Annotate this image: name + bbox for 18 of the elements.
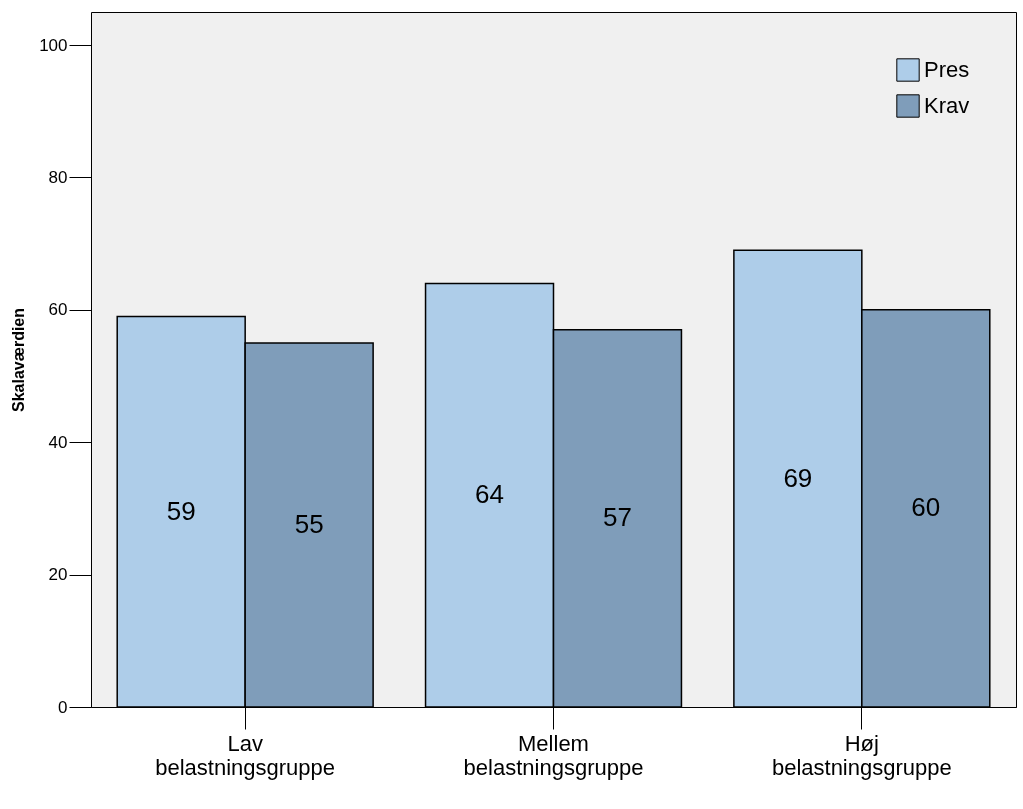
legend-label: Krav [924,93,970,118]
y-tick-label: 40 [48,432,68,452]
data-label: 69 [783,462,813,493]
data-label: 60 [911,492,941,523]
data-label: 64 [475,479,504,510]
y-tick-label: 20 [48,565,68,585]
y-tick-label: 100 [39,35,68,55]
data-label: 59 [166,495,196,526]
y-tick-label: 0 [58,697,68,717]
y-tick-label: 60 [48,300,68,320]
data-label: 55 [294,508,324,539]
x-tick-label: Lav belastningsgruppe [155,730,336,780]
x-tick-label: Høj belastningsgruppe [771,730,952,780]
data-label: 57 [603,502,632,533]
y-axis-title: Skalaværdien [10,307,28,413]
x-tick-label: Mellem belastningsgruppe [463,730,644,780]
legend-label: Pres [924,57,970,82]
y-tick-label: 80 [48,167,68,187]
